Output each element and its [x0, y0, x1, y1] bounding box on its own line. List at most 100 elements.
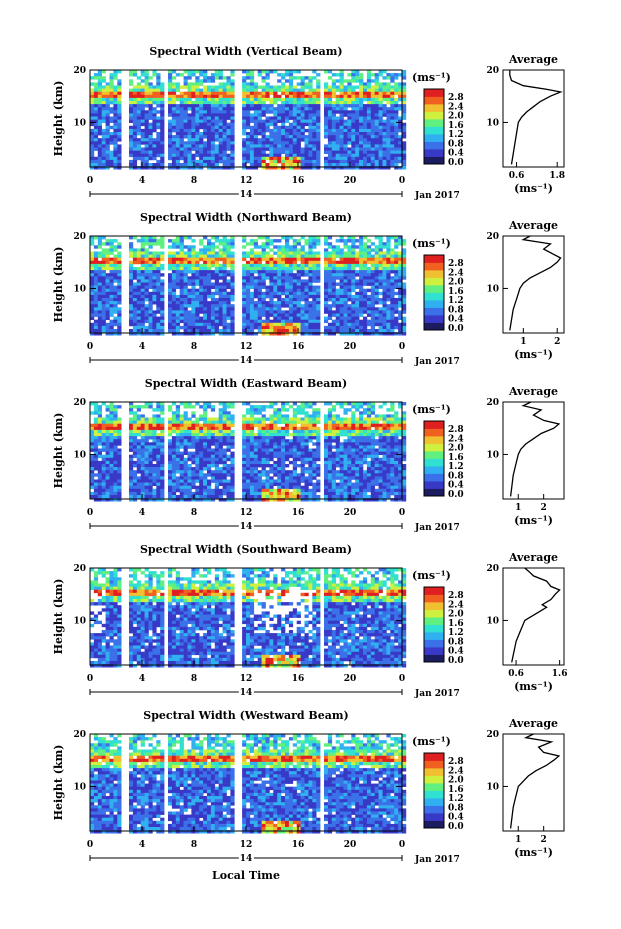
colorbar-segment	[424, 149, 444, 157]
day-label: 14	[240, 854, 253, 864]
x-tick-label: 12	[240, 674, 253, 684]
y-tick-label: 10	[73, 284, 86, 294]
average-profile-line	[511, 567, 561, 663]
colorbar-frame	[423, 420, 445, 497]
y-tick-label: 10	[73, 782, 86, 792]
colorbar-segment	[424, 96, 444, 105]
colorbar-segment	[424, 111, 444, 120]
panel-title: Spectral Width (Northward Beam)	[140, 211, 352, 224]
colorbar-segment	[424, 466, 444, 474]
average-x-tick-label: 2	[541, 835, 547, 845]
colorbar-segment	[424, 602, 444, 610]
colorbar-tick-label: 2.4	[448, 600, 464, 610]
colorbar-segment	[424, 119, 444, 127]
colorbar-tick-label: 1.6	[448, 619, 464, 629]
x-tick-label: 8	[191, 176, 197, 186]
day-label: 14	[240, 522, 253, 532]
colorbar-segment	[424, 458, 444, 467]
colorbar-segment	[424, 104, 444, 112]
date-label: Jan 2017	[414, 689, 460, 699]
x-tick-label: 20	[344, 674, 357, 684]
colorbar-segment	[424, 421, 444, 429]
colorbar-tick-label: 2.4	[448, 102, 464, 112]
x-tick-label: 0	[399, 176, 405, 186]
colorbar-tick-label: 0.0	[448, 656, 464, 666]
colorbar-segment	[424, 783, 444, 791]
average-y-tick-label: 20	[486, 66, 499, 76]
colorbar-frame	[423, 88, 445, 165]
colorbar-tick-label: 1.2	[448, 462, 464, 472]
x-tick-label: 8	[191, 342, 197, 352]
panel-4: Spectral Width (Southward Beam) 20 10 Heigh…	[52, 543, 567, 700]
colorbar-segment	[424, 775, 444, 784]
average-x-label: (ms⁻¹)	[514, 514, 553, 527]
y-axis-label: Height (km)	[52, 247, 65, 323]
colorbar-tick-label: 0.0	[448, 324, 464, 334]
colorbar-unit: (ms⁻¹)	[412, 735, 451, 748]
day-label: 14	[240, 190, 253, 200]
x-tick-label: 0	[87, 508, 93, 518]
x-tick-label: 4	[139, 674, 145, 684]
colorbar-segment	[424, 624, 444, 633]
date-label: Jan 2017	[414, 191, 460, 201]
x-tick-label: 4	[139, 342, 145, 352]
day-label: 14	[240, 356, 253, 366]
colorbar-tick-label: 2.0	[448, 112, 464, 122]
average-y-tick-label: 20	[486, 730, 499, 740]
y-tick-label: 10	[73, 616, 86, 626]
colorbar-segment	[424, 790, 444, 799]
average-profile-line	[509, 70, 563, 165]
heatmap-cells	[90, 568, 407, 668]
heatmap-cells	[90, 236, 407, 336]
x-tick-label: 0	[87, 674, 93, 684]
x-tick-label: 0	[399, 342, 405, 352]
colorbar-segment	[424, 753, 444, 761]
date-label: Jan 2017	[414, 523, 460, 533]
colorbar-segment	[424, 134, 444, 142]
colorbar-tick-label: 0.8	[448, 471, 464, 481]
colorbar-tick-label: 1.2	[448, 296, 464, 306]
panel-1: Spectral Width (Vertical Beam) 20 10 Height…	[52, 45, 565, 202]
colorbar-tick-label: 0.4	[448, 149, 464, 159]
colorbar-tick-label: 2.8	[448, 591, 464, 601]
average-title: Average	[508, 219, 558, 232]
colorbar-segment	[424, 315, 444, 323]
colorbar-segment	[424, 255, 444, 263]
average-x-tick-label: 1	[520, 337, 526, 347]
panel-title: Spectral Width (Eastward Beam)	[145, 377, 347, 390]
panel-title: Spectral Width (Southward Beam)	[140, 543, 352, 556]
x-tick-label: 12	[240, 176, 253, 186]
x-tick-label: 4	[139, 840, 145, 850]
colorbar-tick-label: 2.8	[448, 259, 464, 269]
colorbar-tick-label: 0.0	[448, 490, 464, 500]
average-profile-line	[509, 733, 561, 829]
panel-title: Spectral Width (Westward Beam)	[143, 709, 348, 722]
y-tick-label: 10	[73, 450, 86, 460]
colorbar-tick-label: 1.6	[448, 121, 464, 131]
x-tick-label: 16	[292, 176, 305, 186]
colorbar-unit: (ms⁻¹)	[412, 403, 451, 416]
x-tick-label: 4	[139, 176, 145, 186]
x-tick-label: 0	[87, 840, 93, 850]
colorbar-tick-label: 2.8	[448, 757, 464, 767]
colorbar-segment	[424, 262, 444, 271]
colorbar-tick-label: 0.8	[448, 139, 464, 149]
x-tick-label: 16	[292, 508, 305, 518]
x-tick-label: 16	[292, 674, 305, 684]
colorbar-segment	[424, 277, 444, 286]
colorbar-tick-label: 0.0	[448, 158, 464, 168]
colorbar-segment	[424, 609, 444, 618]
average-y-tick-label: 10	[486, 450, 499, 460]
y-tick-label: 20	[73, 730, 86, 740]
average-y-tick-label: 10	[486, 284, 499, 294]
panel-2: Spectral Width (Northward Beam) 2 0 10 Heigh…	[52, 211, 565, 368]
colorbar-segment	[424, 654, 444, 663]
x-tick-label: 8	[191, 674, 197, 684]
average-title: Average	[508, 385, 558, 398]
colorbar-segment	[424, 768, 444, 776]
average-frame	[502, 401, 565, 500]
colorbar-segment	[424, 292, 444, 301]
colorbar-tick-label: 1.6	[448, 453, 464, 463]
average-x-tick-label: 2	[554, 337, 560, 347]
